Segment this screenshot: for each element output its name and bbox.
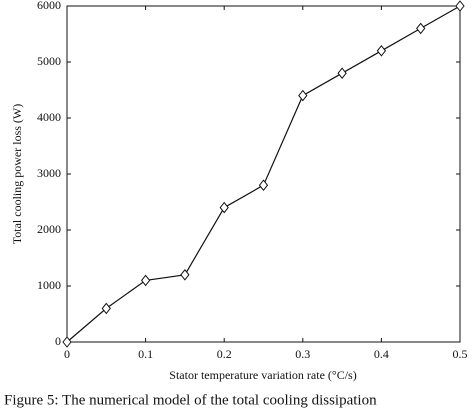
y-tick-label: 3000 xyxy=(37,166,61,180)
x-tick-label: 0.3 xyxy=(295,347,310,361)
data-marker xyxy=(376,44,387,57)
y-tick-label: 4000 xyxy=(37,110,61,124)
data-marker xyxy=(455,0,465,12)
data-marker xyxy=(337,67,347,80)
data-marker xyxy=(180,268,190,281)
data-marker xyxy=(258,179,269,192)
y-tick-label: 6000 xyxy=(37,0,61,12)
x-tick-label: 0 xyxy=(64,347,70,361)
x-tick-label: 0.2 xyxy=(217,347,232,361)
data-marker xyxy=(298,89,308,102)
data-line xyxy=(66,5,461,343)
data-marker xyxy=(101,302,111,315)
x-tick-label: 0.4 xyxy=(374,347,389,361)
plot-frame xyxy=(66,5,461,343)
data-marker xyxy=(140,274,151,287)
y-tick-label: 0 xyxy=(55,334,61,348)
x-axis-label: Stator temperature variation rate (°C/s) xyxy=(169,368,356,382)
y-tick-label: 5000 xyxy=(37,54,61,68)
y-axis-label: Total cooling power loss (W) xyxy=(10,104,24,244)
x-tick-label: 0.5 xyxy=(453,347,468,361)
caption: Figure 5: The numerical model of the tot… xyxy=(4,392,377,408)
y-tick-label: 2000 xyxy=(37,222,61,236)
data-marker xyxy=(219,201,229,214)
data-marker xyxy=(416,22,426,35)
x-tick-label: 0.1 xyxy=(138,347,153,361)
data-marker xyxy=(62,336,72,348)
y-tick-label: 1000 xyxy=(37,278,61,292)
